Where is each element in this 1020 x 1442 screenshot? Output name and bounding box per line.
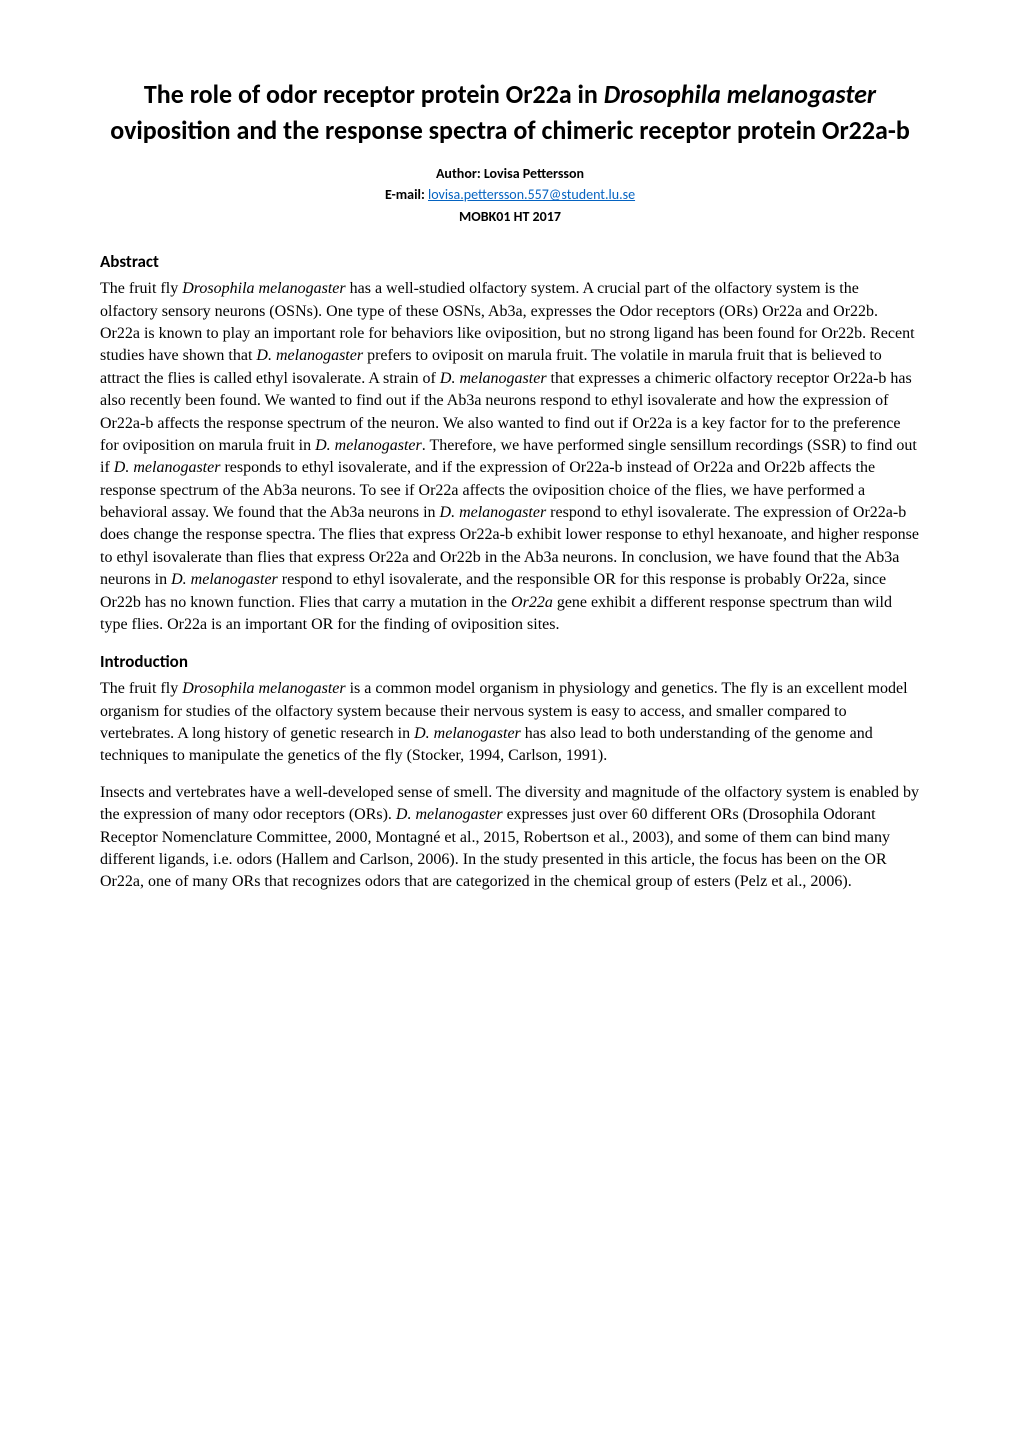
abstract-italic3: D. melanogaster [440,370,547,387]
author-name: Lovisa Pettersson [484,165,584,182]
intro-text: The fruit fly [100,680,182,697]
abstract-italic1: Drosophila melanogaster [182,280,345,297]
author-line: Author: Lovisa Pettersson [100,164,920,184]
title-part2: oviposition and the response spectra of … [110,114,910,146]
email-label: E-mail: [385,186,428,203]
intro-paragraph-2: Insects and vertebrates have a well-deve… [100,782,920,894]
intro-italic2: D. melanogaster [414,725,521,742]
abstract-italic6: D. melanogaster [440,504,547,521]
abstract-italic2: D. melanogaster [256,347,363,364]
email-link[interactable]: lovisa.pettersson.557@student.lu.se [428,186,635,203]
title-italic1: Drosophila melanogaster [604,78,876,110]
author-block: Author: Lovisa Pettersson E-mail: lovisa… [100,164,920,227]
intro-italic1: Drosophila melanogaster [182,680,345,697]
intro-italic3: D. melanogaster [396,806,503,823]
abstract-italic7: D. melanogaster [171,571,278,588]
author-label: Author: [436,165,484,182]
title-part1: The role of odor receptor protein Or22a … [144,78,604,110]
intro-paragraph-1: The fruit fly Drosophila melanogaster is… [100,678,920,768]
abstract-italic4: D. melanogaster [315,437,422,454]
abstract-text: The fruit fly [100,280,182,297]
abstract-heading: Abstract [100,250,920,274]
introduction-heading: Introduction [100,650,920,674]
course-code: MOBK01 HT 2017 [100,207,920,227]
email-line: E-mail: lovisa.pettersson.557@student.lu… [100,185,920,205]
paper-title: The role of odor receptor protein Or22a … [100,77,920,147]
abstract-paragraph: The fruit fly Drosophila melanogaster ha… [100,278,920,636]
abstract-italic8: Or22a [511,594,553,611]
abstract-italic5: D. melanogaster [114,459,221,476]
